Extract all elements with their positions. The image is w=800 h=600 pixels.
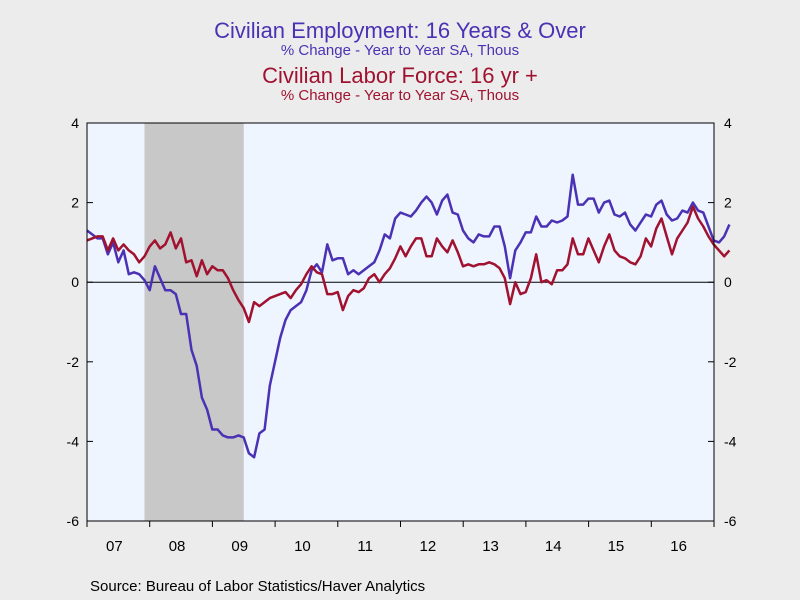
y-axis-right: 4 2 0 -2 -4 -6 bbox=[708, 115, 737, 529]
labor-force-subtitle: % Change - Year to Year SA, Thous bbox=[280, 87, 520, 104]
y-tick-label-right: -4 bbox=[724, 433, 737, 449]
x-tick-label: 08 bbox=[169, 538, 186, 555]
employment-subtitle: % Change - Year to Year SA, Thous bbox=[280, 42, 520, 59]
x-axis: 07 08 09 10 11 12 13 14 15 16 bbox=[86, 521, 715, 555]
labor-force-title: Civilian Labor Force: 16 yr + bbox=[262, 63, 538, 88]
y-tick-label-right: -2 bbox=[724, 354, 737, 370]
x-tick-label: 10 bbox=[294, 538, 311, 555]
source-note: Source: Bureau of Labor Statistics/Haver… bbox=[90, 578, 426, 595]
recession-band-0 bbox=[144, 123, 244, 521]
x-tick-label: 13 bbox=[482, 538, 499, 555]
y-tick-label-left: -4 bbox=[67, 433, 80, 449]
employment-line bbox=[86, 173, 731, 459]
x-tick-label: 11 bbox=[357, 538, 373, 555]
y-tick-label-left: 0 bbox=[71, 274, 79, 290]
y-tick-label-right: -6 bbox=[724, 513, 737, 529]
x-tick-label: 12 bbox=[420, 538, 437, 555]
y-tick-label-right: 2 bbox=[724, 195, 732, 211]
x-tick-label: 14 bbox=[545, 538, 562, 555]
y-tick-label-left: -6 bbox=[67, 513, 80, 529]
y-tick-label-left: 4 bbox=[71, 115, 79, 131]
y-tick-label-right: 0 bbox=[724, 274, 732, 290]
y-tick-label-right: 4 bbox=[724, 115, 732, 131]
x-tick-label: 09 bbox=[231, 538, 248, 555]
x-tick-label: 15 bbox=[608, 538, 625, 555]
y-axis-left: 4 2 0 -2 -4 -6 bbox=[67, 115, 93, 529]
y-tick-label-left: -2 bbox=[67, 354, 80, 370]
labor-force-line bbox=[86, 205, 731, 324]
employment-title: Civilian Employment: 16 Years & Over bbox=[214, 18, 586, 43]
x-tick-label: 07 bbox=[106, 538, 123, 555]
x-tick-label: 16 bbox=[670, 538, 687, 555]
y-tick-label-left: 2 bbox=[71, 195, 79, 211]
